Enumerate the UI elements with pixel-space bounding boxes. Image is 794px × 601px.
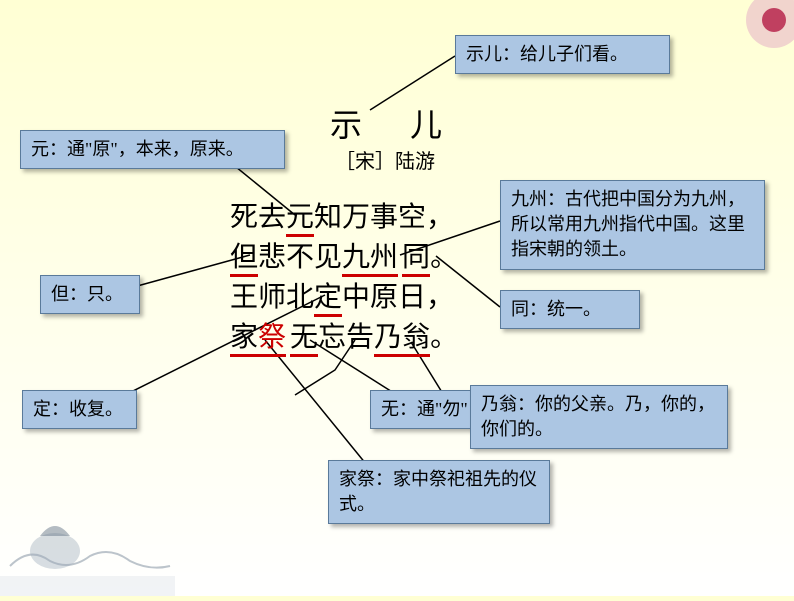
poem-author: ［宋］陆游 bbox=[335, 145, 435, 174]
poem-line-2: 但悲不见九州同。 bbox=[230, 235, 458, 275]
corner-decoration-bl bbox=[0, 476, 175, 596]
note-naiweng: 乃翁：你的父亲。乃，你的，你们的。 bbox=[470, 385, 728, 449]
note-jiuzhou: 九州：古代把中国分为九州，所以常用九州指代中国。这里指宋朝的领土。 bbox=[500, 180, 765, 270]
note-ding: 定：收复。 bbox=[22, 390, 137, 429]
poem-title: 示 儿 bbox=[330, 100, 462, 146]
poem-line-4: 家祭无忘告乃翁。 bbox=[230, 315, 458, 355]
note-dan: 但：只。 bbox=[40, 275, 140, 314]
poem-line-3: 王师北定中原日， bbox=[230, 275, 454, 315]
poem-line-1: 死去元知万事空， bbox=[230, 195, 454, 235]
note-shier: 示儿：给儿子们看。 bbox=[455, 35, 670, 74]
note-tong: 同：统一。 bbox=[500, 290, 640, 329]
note-yuan: 元：通"原"，本来，原来。 bbox=[20, 130, 285, 169]
note-jiaji: 家祭：家中祭祀祖先的仪式。 bbox=[328, 460, 550, 524]
corner-decoration-tr bbox=[724, 0, 794, 70]
